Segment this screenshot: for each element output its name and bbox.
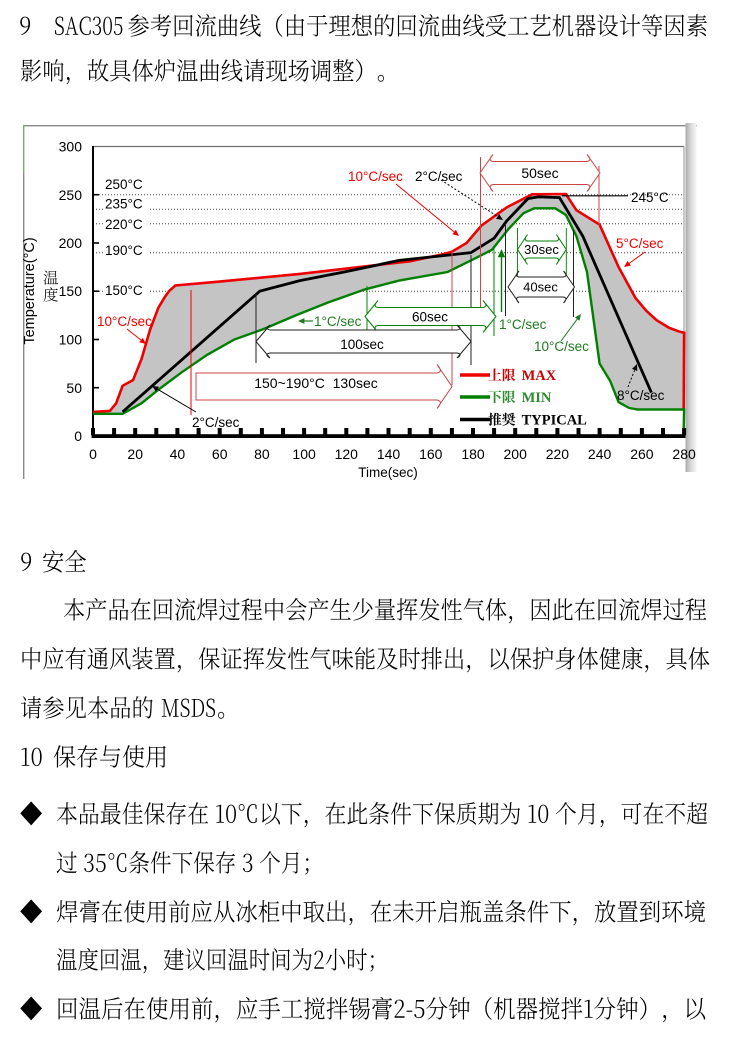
svg-text:8°C/sec: 8°C/sec [617, 388, 665, 403]
svg-text:60: 60 [212, 446, 228, 462]
svg-text:40: 40 [170, 446, 186, 462]
svg-text:10°C/sec: 10°C/sec [534, 339, 589, 354]
svg-text:Time(sec): Time(sec) [358, 465, 418, 480]
svg-text:50sec: 50sec [521, 165, 558, 181]
svg-text:245°C: 245°C [631, 190, 669, 205]
svg-text:5°C/sec: 5°C/sec [616, 236, 664, 251]
svg-text:100: 100 [59, 332, 83, 348]
svg-text:220: 220 [546, 446, 570, 462]
svg-text:150: 150 [59, 283, 83, 299]
svg-text:190°C: 190°C [105, 243, 143, 258]
svg-text:80: 80 [254, 446, 270, 462]
svg-text:300: 300 [59, 139, 83, 155]
svg-text:240: 240 [588, 446, 612, 462]
svg-text:250: 250 [59, 187, 83, 203]
svg-text:200: 200 [504, 446, 528, 462]
svg-text:60sec: 60sec [412, 310, 448, 325]
svg-text:180: 180 [461, 446, 485, 462]
svg-text:100sec: 100sec [340, 337, 384, 352]
svg-text:160: 160 [419, 446, 443, 462]
svg-text:280: 280 [672, 446, 696, 462]
svg-text:10°C/sec: 10°C/sec [97, 314, 152, 329]
svg-text:30sec: 30sec [524, 242, 559, 257]
svg-text:50: 50 [66, 380, 82, 396]
svg-text:140: 140 [377, 446, 401, 462]
svg-text:220°C: 220°C [105, 217, 143, 232]
svg-text:1°C/sec: 1°C/sec [499, 317, 547, 332]
svg-text:150~190°C 130sec: 150~190°C 130sec [254, 375, 378, 391]
svg-text:235°C: 235°C [105, 196, 143, 211]
svg-text:TYPICAL: TYPICAL [522, 413, 588, 429]
svg-text:250°C: 250°C [105, 177, 143, 192]
svg-text:0: 0 [89, 446, 97, 462]
svg-text:150°C: 150°C [105, 283, 143, 298]
svg-text:120: 120 [335, 446, 359, 462]
svg-text:200: 200 [59, 235, 83, 251]
svg-text:260: 260 [630, 446, 654, 462]
svg-text:20: 20 [127, 446, 143, 462]
svg-text:100: 100 [292, 446, 316, 462]
svg-text:0: 0 [74, 428, 82, 444]
svg-text:2°C/sec: 2°C/sec [415, 169, 463, 184]
svg-text:10°C/sec: 10°C/sec [348, 169, 403, 184]
svg-text:Temperature(°C): Temperature(°C) [22, 237, 38, 344]
svg-text:2°C/sec: 2°C/sec [192, 415, 240, 430]
svg-text:MAX: MAX [522, 368, 557, 384]
svg-text:1°C/sec: 1°C/sec [314, 314, 362, 329]
svg-text:40sec: 40sec [523, 280, 558, 295]
svg-text:MIN: MIN [522, 390, 552, 406]
